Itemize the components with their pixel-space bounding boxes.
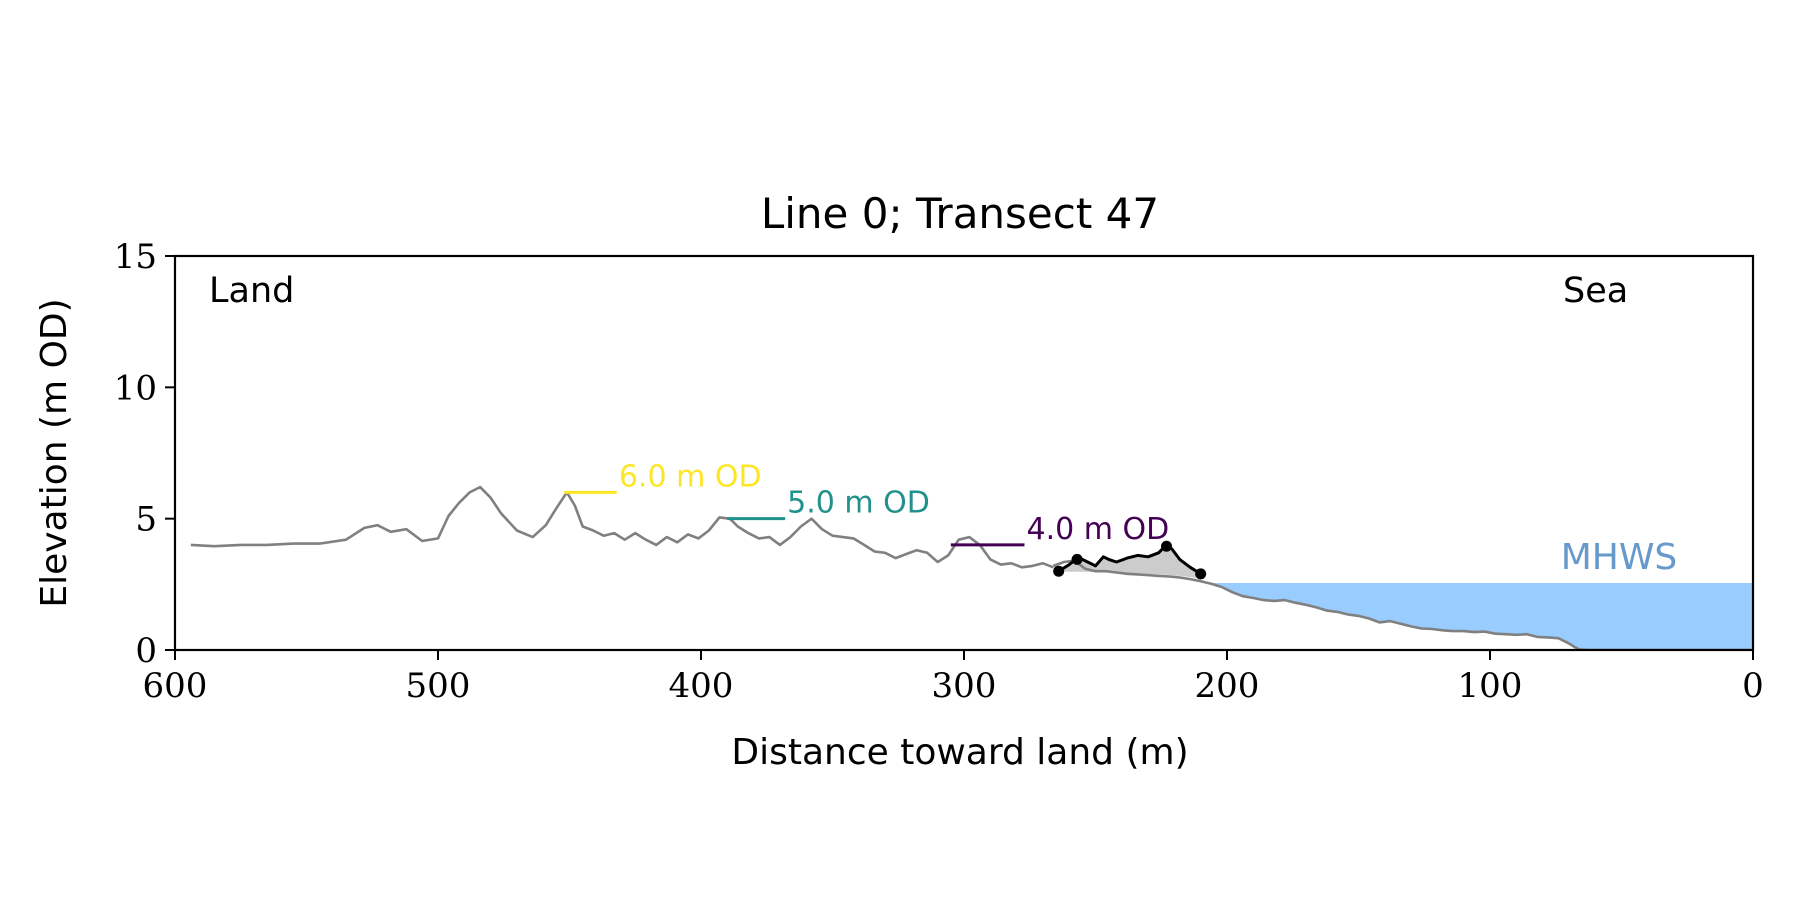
dune-crest-point bbox=[1053, 565, 1065, 577]
x-tick-label: 200 bbox=[1195, 666, 1260, 706]
y-tick-label: 10 bbox=[114, 368, 157, 408]
dune-crest-point bbox=[1071, 553, 1083, 565]
chart-title: Line 0; Transect 47 bbox=[761, 189, 1159, 238]
y-axis-label: Elevation (m OD) bbox=[34, 298, 75, 607]
land-label: Land bbox=[209, 271, 294, 311]
x-tick-label: 100 bbox=[1458, 666, 1523, 706]
series-line-elevation-profile-seaward bbox=[1052, 559, 1753, 650]
contour-label-4: 4.0 m OD bbox=[1026, 512, 1169, 547]
x-axis-label: Distance toward land (m) bbox=[731, 732, 1188, 773]
y-tick-label: 15 bbox=[114, 237, 157, 277]
mhws-water-fill bbox=[1211, 583, 1753, 650]
x-tick-label: 0 bbox=[1742, 666, 1764, 706]
y-tick-label: 5 bbox=[135, 500, 157, 540]
x-tick-label: 400 bbox=[669, 666, 734, 706]
y-tick-label: 0 bbox=[135, 631, 157, 671]
x-tick-label: 600 bbox=[143, 666, 208, 706]
x-tick-label: 500 bbox=[406, 666, 471, 706]
mhws-label: MHWS bbox=[1561, 537, 1678, 578]
dune-crest-point bbox=[1161, 540, 1173, 552]
series-line-elevation-profile bbox=[190, 485, 1054, 569]
contour-label-6: 6.0 m OD bbox=[619, 459, 762, 494]
dune-crest-point bbox=[1195, 568, 1207, 580]
plot-area bbox=[190, 485, 1753, 650]
sea-label: Sea bbox=[1563, 271, 1628, 311]
contour-label-5: 5.0 m OD bbox=[787, 486, 930, 521]
x-tick-label: 300 bbox=[932, 666, 997, 706]
